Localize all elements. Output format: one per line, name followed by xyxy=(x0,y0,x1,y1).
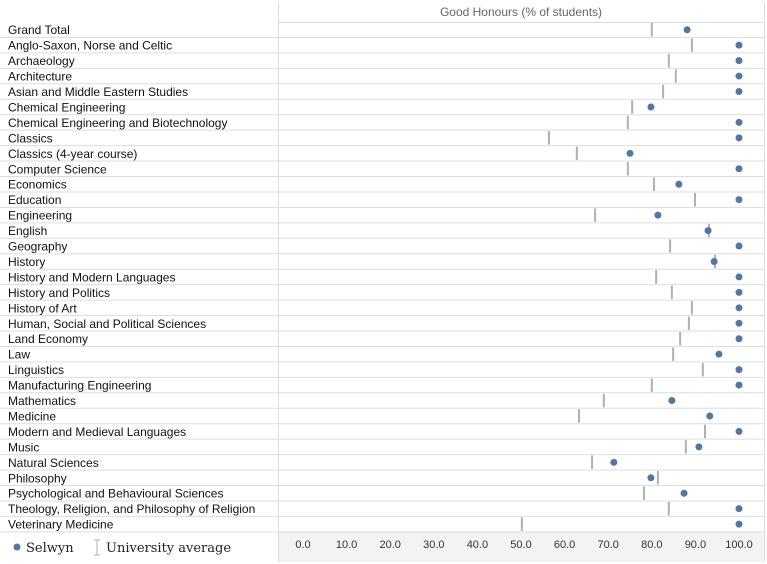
row-label: Chemical Engineering xyxy=(8,100,125,114)
row-label: Education xyxy=(8,193,61,207)
legend-university-average: University average xyxy=(106,541,231,556)
row-label: Anglo-Saxon, Norse and Celtic xyxy=(8,39,172,53)
x-tick-label: 0.0 xyxy=(295,539,310,551)
row-label: Psychological and Behavioural Sciences xyxy=(8,487,223,501)
x-tick-label: 90.0 xyxy=(685,539,706,551)
row-label: Theology, Religion, and Philosophy of Re… xyxy=(8,502,255,516)
selwyn-dot xyxy=(654,211,662,219)
selwyn-dot xyxy=(735,118,743,126)
row-label: Chemical Engineering and Biotechnology xyxy=(8,116,227,130)
row-label: Mathematics xyxy=(8,394,76,408)
selwyn-dot xyxy=(735,57,743,65)
row-label: Modern and Medieval Languages xyxy=(8,425,186,439)
selwyn-dot xyxy=(710,257,718,265)
selwyn-dot xyxy=(735,520,743,528)
x-tick-label: 30.0 xyxy=(423,539,444,551)
x-tick-label: 50.0 xyxy=(510,539,531,551)
row-label: History xyxy=(8,255,45,269)
selwyn-dot xyxy=(735,88,743,96)
legend-bar-icon xyxy=(94,539,100,556)
legend-dot-icon xyxy=(13,543,21,551)
selwyn-dot xyxy=(610,458,618,466)
row-label: English xyxy=(8,224,47,238)
selwyn-dot xyxy=(735,427,743,435)
row-label: Economics xyxy=(8,178,67,192)
selwyn-dot xyxy=(735,505,743,513)
row-label: Natural Sciences xyxy=(8,456,99,470)
selwyn-dot xyxy=(735,134,743,142)
row-label: Asian and Middle Eastern Studies xyxy=(8,85,188,99)
x-tick-label: 80.0 xyxy=(641,539,662,551)
selwyn-dot xyxy=(735,242,743,250)
selwyn-dot xyxy=(695,443,703,451)
row-label: Engineering xyxy=(8,209,72,223)
selwyn-dot xyxy=(735,196,743,204)
row-label: Human, Social and Political Sciences xyxy=(8,317,206,331)
row-label: Archaeology xyxy=(8,54,75,68)
selwyn-dot xyxy=(704,227,712,235)
row-label: Law xyxy=(8,348,30,362)
row-label: Grand Total xyxy=(8,23,70,37)
x-tick-label: 40.0 xyxy=(467,539,488,551)
row-label: Philosophy xyxy=(8,471,67,485)
legend-selwyn: Selwyn xyxy=(26,541,74,556)
row-label: Classics xyxy=(8,131,53,145)
row-label: History of Art xyxy=(8,301,77,315)
x-tick-label: 10.0 xyxy=(336,539,357,551)
selwyn-dot xyxy=(675,180,683,188)
selwyn-dot xyxy=(735,366,743,374)
selwyn-dot xyxy=(715,350,723,358)
selwyn-dot xyxy=(668,397,676,405)
row-label: History and Politics xyxy=(8,286,110,300)
row-label: Architecture xyxy=(8,70,72,84)
selwyn-dot xyxy=(706,412,714,420)
selwyn-dot xyxy=(735,381,743,389)
x-tick-label: 100.0 xyxy=(725,539,753,551)
row-label: Classics (4-year course) xyxy=(8,147,137,161)
selwyn-dot xyxy=(735,288,743,296)
selwyn-dot xyxy=(626,149,634,157)
legend: Selwyn University average xyxy=(13,539,231,556)
row-label: Computer Science xyxy=(8,162,107,176)
selwyn-dot xyxy=(735,304,743,312)
row-label: Land Economy xyxy=(8,332,88,346)
x-tick-label: 70.0 xyxy=(597,539,618,551)
selwyn-dot xyxy=(680,489,688,497)
chart-title: Good Honours (% of students) xyxy=(440,5,602,19)
selwyn-dot xyxy=(735,165,743,173)
selwyn-dot xyxy=(735,72,743,80)
row-label: Veterinary Medicine xyxy=(8,518,114,532)
axis-background xyxy=(279,532,765,562)
selwyn-dot xyxy=(735,319,743,327)
x-tick-label: 60.0 xyxy=(554,539,575,551)
selwyn-dot xyxy=(647,103,655,111)
selwyn-dot xyxy=(683,26,691,34)
row-label: Music xyxy=(8,440,39,454)
row-label: Medicine xyxy=(8,409,56,423)
row-label: Linguistics xyxy=(8,363,64,377)
row-label: Manufacturing Engineering xyxy=(8,379,151,393)
row-label: Geography xyxy=(8,240,67,254)
row-label: History and Modern Languages xyxy=(8,270,175,284)
x-tick-label: 20.0 xyxy=(379,539,400,551)
selwyn-dot xyxy=(735,335,743,343)
selwyn-dot xyxy=(647,474,655,482)
selwyn-dot xyxy=(735,41,743,49)
selwyn-dot xyxy=(735,273,743,281)
